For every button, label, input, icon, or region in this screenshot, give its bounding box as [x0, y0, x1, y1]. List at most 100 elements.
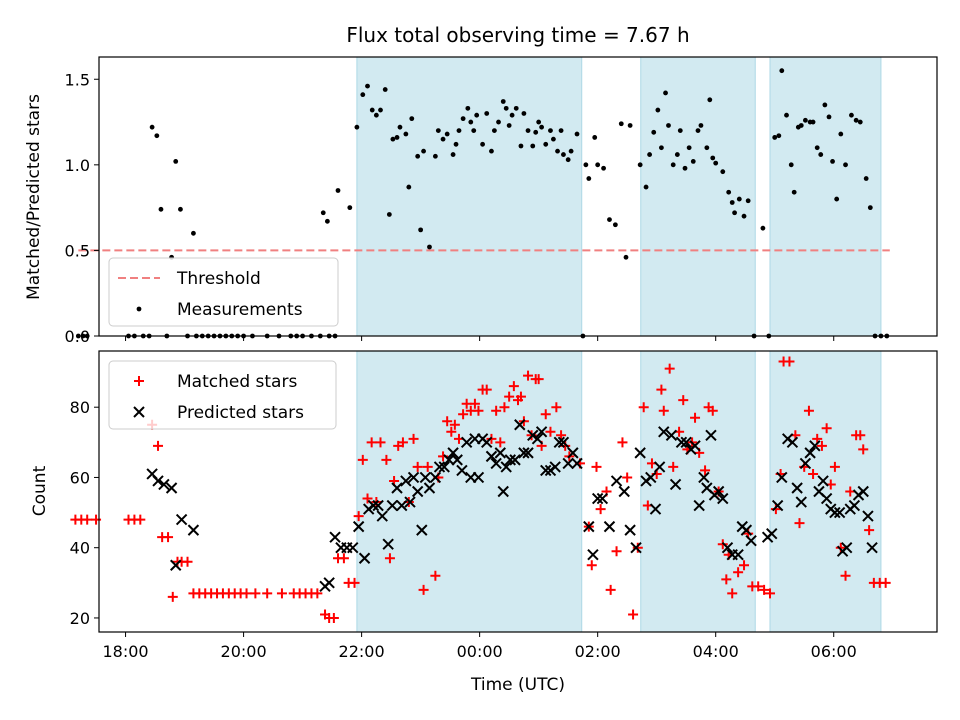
predicted-point	[531, 433, 544, 445]
predicted-point	[809, 440, 821, 452]
predicted-point	[698, 471, 710, 484]
predicted-point	[411, 485, 424, 498]
predicted-point	[522, 447, 534, 459]
measurement-point	[830, 159, 835, 164]
predicted-point	[347, 541, 359, 554]
matched-point	[632, 542, 643, 553]
measurement-point	[80, 333, 86, 339]
matched-point	[605, 584, 616, 595]
predicted-point	[165, 482, 178, 494]
y-tick-label: 20	[70, 609, 90, 628]
measurement-point	[760, 225, 766, 231]
matched-point	[412, 461, 423, 472]
predicted-point	[804, 447, 816, 459]
y-tick-label: 1.0	[65, 156, 90, 175]
x-axis-label: Time (UTC)	[470, 675, 565, 695]
measurement-point	[834, 196, 840, 202]
matched-point	[366, 437, 377, 448]
predicted-point	[829, 506, 841, 519]
predicted-point	[841, 541, 853, 554]
matched-point	[328, 612, 339, 623]
predicted-point	[680, 436, 692, 449]
predicted-point	[817, 475, 829, 487]
predicted-point	[433, 461, 446, 473]
matched-point	[739, 560, 750, 571]
matched-point	[384, 553, 395, 564]
predicted-point	[553, 436, 566, 449]
matched-point	[353, 511, 364, 522]
predicted-point	[396, 499, 408, 512]
measurement-point	[627, 123, 633, 128]
y-tick-label: 0.5	[65, 241, 90, 260]
predicted-point	[372, 499, 384, 512]
measurement-point	[857, 119, 863, 125]
matched-point	[656, 384, 667, 395]
predicted-point	[653, 461, 666, 473]
predicted-point	[562, 457, 574, 470]
matched-point	[540, 409, 551, 420]
predicted-point	[689, 440, 701, 452]
predicted-point	[649, 503, 662, 515]
measurement-point	[394, 135, 400, 140]
matched-point	[167, 591, 178, 602]
matched-point	[668, 461, 679, 472]
measurement-point	[543, 141, 549, 147]
measurement-point	[75, 333, 81, 339]
measurement-point	[173, 159, 179, 164]
predicted-point	[705, 429, 717, 442]
matched-point	[495, 437, 506, 448]
measurement-point	[84, 333, 90, 339]
predicted-point	[443, 454, 455, 466]
matched-point	[375, 437, 386, 448]
y-tick-label: 80	[70, 398, 90, 417]
predicted-point	[419, 471, 432, 484]
predicted-point	[404, 496, 416, 508]
matched-point	[458, 409, 469, 420]
matched-point	[473, 405, 484, 416]
matched-point	[349, 577, 360, 588]
predicted-point	[400, 475, 412, 487]
measurement-point	[406, 184, 412, 190]
measurement-point	[354, 124, 360, 130]
predicted-point	[799, 457, 812, 470]
measurement-point	[369, 107, 375, 113]
measurement-point	[456, 128, 462, 134]
predicted-point	[323, 577, 335, 589]
matched-point	[523, 370, 534, 381]
legend-measurement-swatch	[136, 306, 142, 312]
matched-point	[408, 433, 419, 444]
measurement-point	[814, 145, 820, 151]
measurement-point	[745, 198, 751, 204]
matched-point	[418, 584, 429, 595]
bottom-panel-frame	[98, 350, 938, 633]
measurement-point	[651, 129, 657, 135]
measurement-point	[791, 189, 797, 195]
matched-point	[764, 588, 775, 599]
measurement-point	[509, 112, 515, 118]
measurement-point	[551, 136, 556, 142]
measurement-point	[450, 152, 456, 157]
matched-point	[770, 504, 781, 515]
predicted-point	[158, 478, 170, 491]
predicted-point	[152, 475, 164, 487]
matched-point	[262, 588, 273, 599]
measurement-point	[867, 205, 873, 211]
predicted-point	[481, 436, 493, 449]
measurement-point	[409, 116, 415, 122]
measurement-point	[465, 105, 471, 111]
measurement-point	[707, 97, 713, 103]
predicted-point	[518, 447, 530, 459]
matched-point	[840, 570, 851, 581]
measurement-point	[695, 128, 701, 134]
predicted-point	[776, 471, 788, 484]
predicted-point	[490, 457, 502, 470]
measurement-point	[365, 83, 370, 89]
predicted-point	[329, 531, 341, 543]
matched-point	[622, 472, 633, 483]
measurement-point	[565, 157, 571, 163]
predicted-point	[587, 549, 599, 561]
measurement-point	[525, 128, 531, 134]
predicted-point	[866, 541, 878, 554]
matched-point	[153, 440, 164, 451]
x-tick-label: 02:00	[575, 642, 621, 661]
